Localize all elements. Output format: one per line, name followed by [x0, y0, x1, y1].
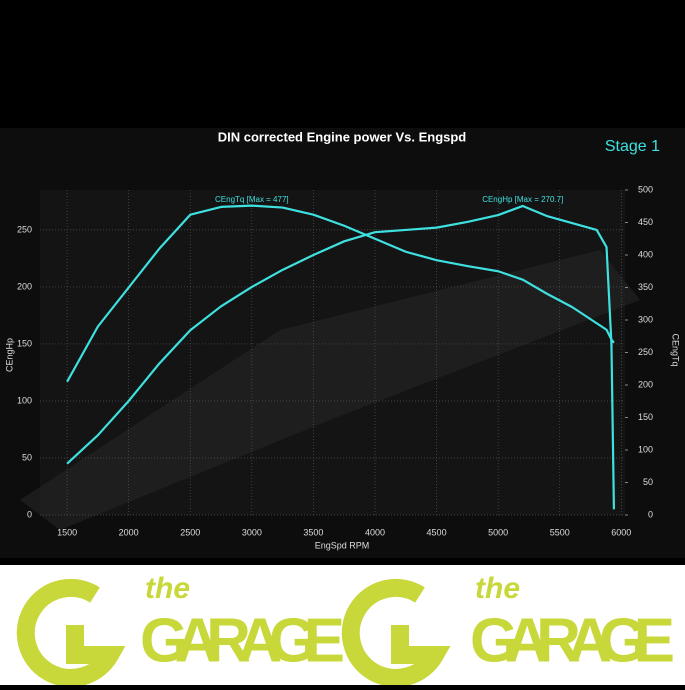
logo-g [16, 578, 126, 687]
series-label: CEngHp [Max = 270.7] [482, 195, 563, 204]
watermark [20, 250, 640, 530]
y2-tick-label: 50 [643, 477, 653, 487]
y-tick-label: 250 [17, 224, 32, 234]
y2-tick-label: 450 [638, 217, 653, 227]
y-tick-label: 50 [22, 452, 32, 462]
x-tick-label: 5000 [488, 527, 508, 537]
plot: 1500 2000 2500 3000 3500 4000 4500 5000 5500 6000… [17, 184, 653, 537]
x-tick-label: 2500 [180, 527, 200, 537]
stage-label: Stage 1 [605, 138, 660, 155]
y2-tick-label: 500 [638, 184, 653, 194]
logo-small: the [475, 572, 520, 605]
x-tick-label: 4000 [365, 527, 385, 537]
x-tick-label: 3500 [303, 527, 323, 537]
y2-tick-label: 150 [638, 412, 653, 422]
y2-tick-label: 400 [638, 249, 653, 259]
series-line [66, 204, 616, 510]
x-tick-label: 6000 [611, 527, 631, 537]
y2-tick-label: 300 [638, 314, 653, 324]
chart-title: DIN corrected Engine power Vs. Engspd [218, 129, 467, 144]
x-axis-label: EngSpd RPM [315, 540, 370, 550]
x-tick-label: 3000 [242, 527, 262, 537]
series-line [66, 204, 615, 383]
y-tick-label: 100 [17, 395, 32, 405]
y-tick-label: 150 [17, 338, 32, 348]
y2-axis-label: CEngTq [671, 333, 681, 366]
x-tick-label: 4500 [427, 527, 447, 537]
logo-big: GARAGE [470, 606, 675, 675]
y-axis-label: CEngHp [4, 338, 14, 372]
y2-tick-label: 100 [638, 444, 653, 454]
x-tick-label: 1500 [57, 527, 77, 537]
logo-small: the [145, 572, 190, 605]
logo-g [341, 578, 451, 687]
logo-icons [16, 578, 451, 687]
y2-tick-label: 200 [638, 379, 653, 389]
series-label: CEngTq [Max = 477] [215, 195, 289, 204]
y-tick-label: 200 [17, 281, 32, 291]
logo-big: GARAGE [140, 606, 345, 675]
x-tick-label: 2000 [119, 527, 139, 537]
x-tick-label: 5500 [550, 527, 570, 537]
y2-tick-label: 250 [638, 347, 653, 357]
y2-tick-label: 350 [638, 282, 653, 292]
y2-tick-label: 0 [648, 509, 653, 519]
y-tick-label: 0 [27, 509, 32, 519]
